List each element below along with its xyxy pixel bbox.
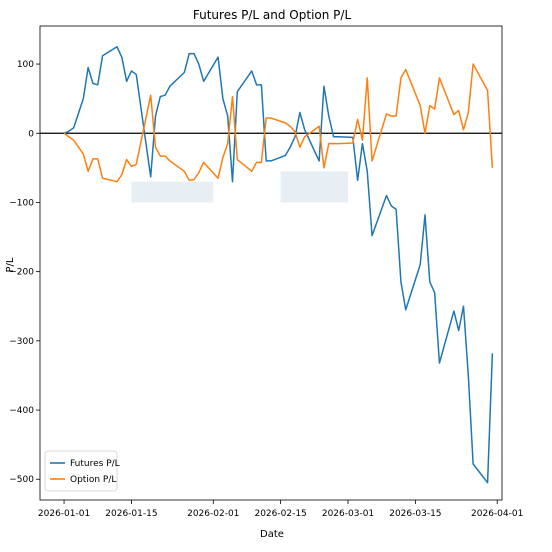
legend: Futures P/L Option P/L [44, 450, 120, 492]
x-tick-label: 2026-03-01 [322, 509, 374, 519]
x-tick-label: 2026-02-15 [254, 509, 306, 519]
shaded-region [131, 181, 214, 203]
x-tick-label: 2026-04-01 [471, 509, 523, 519]
legend-label: Futures P/L [70, 459, 120, 469]
x-tick-label: 2026-03-15 [389, 509, 441, 519]
y-tick-label: −100 [9, 198, 34, 208]
y-tick-label: 0 [28, 129, 34, 139]
y-tick-label: −500 [9, 475, 34, 485]
x-tick-label: 2026-02-01 [187, 509, 239, 519]
y-tick-label: −300 [9, 337, 34, 347]
plot-area: 2026-01-01 2026-01-15 2026-02-01 2026-02-15… [9, 25, 523, 519]
x-tick-label: 2026-01-15 [105, 509, 157, 519]
series-line-futures [63, 46, 494, 484]
axes-frame [39, 25, 503, 501]
y-tick-label: −400 [9, 406, 34, 416]
x-tick-label: 2026-01-01 [38, 509, 90, 519]
series-line-option [63, 63, 494, 183]
legend-label: Option P/L [70, 475, 116, 485]
legend-box [44, 450, 118, 492]
y-axis-label: P/L [5, 257, 16, 272]
y-tick-label: −200 [9, 268, 34, 278]
y-tick-label: 100 [17, 60, 34, 70]
chart-title: Futures P/L and Option P/L [193, 8, 352, 22]
x-axis-label: Date [260, 529, 284, 540]
shaded-region [280, 171, 348, 203]
